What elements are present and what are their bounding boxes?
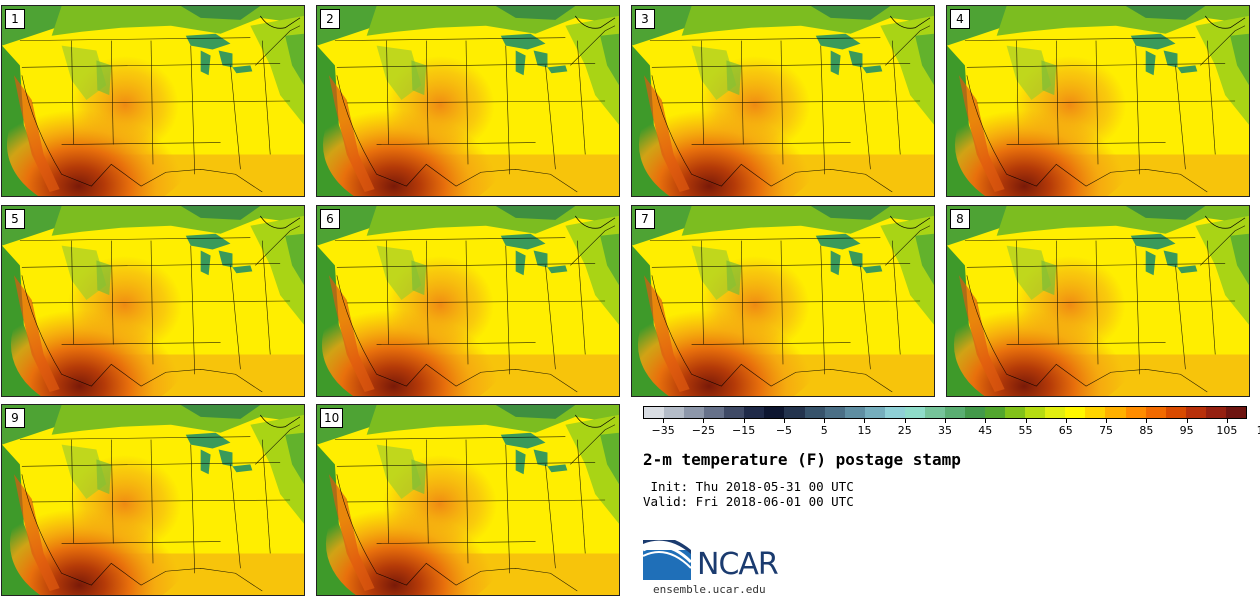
member-label: 1 [5, 9, 25, 29]
member-label: 10 [320, 408, 344, 428]
colorbar-tick-mark [1065, 419, 1067, 423]
colorbar-swatch [804, 407, 825, 418]
member-map-10: 10 [316, 404, 620, 596]
member-map-9: 9 [1, 404, 305, 596]
colorbar-tick-mark [703, 419, 705, 423]
member-label: 5 [5, 209, 25, 229]
member-label: 8 [950, 209, 970, 229]
temperature-colorbar [643, 406, 1247, 419]
colorbar-tick-mark [985, 419, 987, 423]
colorbar-tick-label: 25 [897, 424, 912, 437]
member-map-7: 7 [631, 205, 935, 397]
colorbar-tick-mark [1106, 419, 1108, 423]
colorbar-swatch [1105, 407, 1126, 418]
colorbar-swatch [824, 407, 845, 418]
colorbar-tick-label: 95 [1179, 424, 1194, 437]
colorbar-tick-label: 45 [978, 424, 993, 437]
colorbar-swatch [1025, 407, 1046, 418]
colorbar-tick-label: −5 [775, 424, 793, 437]
member-label: 4 [950, 9, 970, 29]
colorbar-swatch [1225, 407, 1246, 418]
colorbar-swatch [784, 407, 805, 418]
colorbar-swatch [724, 407, 745, 418]
colorbar-swatch [1165, 407, 1186, 418]
colorbar-swatch [664, 407, 685, 418]
colorbar-tick-label: 55 [1018, 424, 1033, 437]
colorbar-swatch [1205, 407, 1226, 418]
colorbar-swatch [965, 407, 986, 418]
colorbar-swatch [904, 407, 925, 418]
colorbar-tick-mark [743, 419, 745, 423]
colorbar-tick-mark [945, 419, 946, 423]
colorbar-swatch [1125, 407, 1146, 418]
colorbar-swatch [1045, 407, 1066, 418]
colorbar-swatch [1085, 407, 1106, 418]
colorbar-swatch [764, 407, 785, 418]
colorbar-swatch [864, 407, 885, 418]
member-map-8: 8 [946, 205, 1250, 397]
colorbar-swatch [924, 407, 945, 418]
colorbar-tick-label: 65 [1058, 424, 1073, 437]
colorbar-tick-mark [1186, 419, 1188, 423]
member-label: 7 [635, 209, 655, 229]
colorbar-tick-label: 105 [1216, 424, 1238, 437]
colorbar-swatch [704, 407, 725, 418]
colorbar-tick-label: −15 [732, 424, 756, 437]
colorbar-swatch [844, 407, 865, 418]
member-label: 3 [635, 9, 655, 29]
colorbar-swatch [884, 407, 905, 418]
colorbar-tick-mark [824, 419, 826, 423]
colorbar-swatch [684, 407, 705, 418]
colorbar-swatch [1065, 407, 1086, 418]
colorbar-swatch [744, 407, 765, 418]
member-map-4: 4 [946, 5, 1250, 197]
member-label: 2 [320, 9, 340, 29]
init-time: Init: Thu 2018-05-31 00 UTC [643, 479, 854, 494]
colorbar-tick-mark [864, 419, 866, 423]
colorbar-tick-mark [1226, 419, 1228, 423]
chart-title: 2-m temperature (F) postage stamp [643, 450, 961, 469]
colorbar-tick-label: 15 [857, 424, 872, 437]
member-map-3: 3 [631, 5, 935, 197]
colorbar-tick-mark [1025, 419, 1027, 423]
colorbar-swatch [944, 407, 965, 418]
colorbar-swatch [985, 407, 1006, 418]
member-map-5: 5 [1, 205, 305, 397]
member-label: 9 [5, 408, 25, 428]
colorbar-swatch [1185, 407, 1206, 418]
colorbar-tick-label: −25 [691, 424, 715, 437]
colorbar-tick-mark [783, 419, 785, 423]
colorbar-tick-label: −35 [651, 424, 675, 437]
colorbar-tick-label: 75 [1099, 424, 1114, 437]
colorbar-tick-mark [904, 419, 906, 423]
colorbar-swatch [1005, 407, 1026, 418]
colorbar-tick-label: 5 [820, 424, 828, 437]
colorbar-tick-label: 115 [1257, 424, 1260, 437]
colorbar-tick-label: 35 [938, 424, 952, 437]
colorbar-tick-mark [1146, 419, 1148, 423]
colorbar-ticks: −35 −25 −15 −5 5 15 25 35 45 55 65 75 85 95 105 115 [643, 419, 1260, 441]
colorbar-swatch [1145, 407, 1166, 418]
ncar-wordmark: NCAR [697, 547, 779, 582]
colorbar-tick-mark [663, 419, 665, 423]
ncar-logo-icon [643, 540, 693, 580]
site-url[interactable]: ensemble.ucar.edu [653, 583, 766, 596]
valid-time: Valid: Fri 2018-06-01 00 UTC [643, 494, 854, 509]
colorbar-swatch [644, 407, 665, 418]
member-label: 6 [320, 209, 340, 229]
member-map-1: 1 [1, 5, 305, 197]
member-map-6: 6 [316, 205, 620, 397]
member-map-2: 2 [316, 5, 620, 197]
colorbar-tick-label: 85 [1139, 424, 1154, 437]
